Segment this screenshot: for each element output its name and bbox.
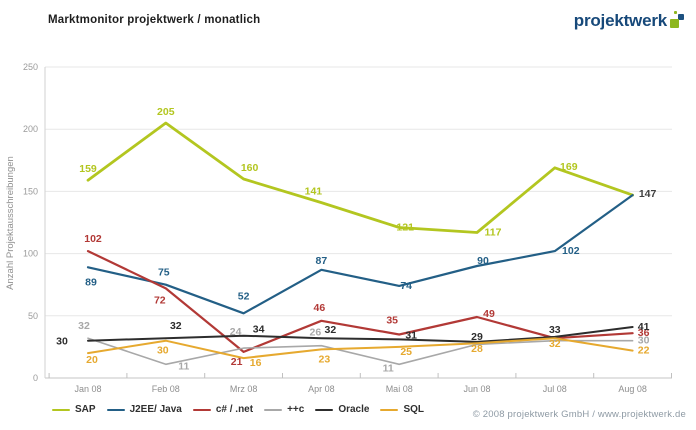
legend-item-j2ee-java: J2EE/ Java bbox=[106, 404, 182, 415]
data-label-oracle: 34 bbox=[253, 324, 265, 336]
data-label-j2ee-java: 102 bbox=[562, 245, 580, 257]
legend-swatch-c bbox=[264, 408, 283, 411]
x-tick-label: Mrz 08 bbox=[230, 384, 258, 394]
data-label-c-net: 72 bbox=[154, 294, 166, 306]
data-label-c: 11 bbox=[383, 362, 394, 374]
data-label-sql: 22 bbox=[638, 345, 650, 357]
data-label-sql: 20 bbox=[86, 354, 98, 366]
legend-item-sql: SQL bbox=[380, 404, 424, 415]
legend-swatch-c-net bbox=[192, 408, 211, 411]
legend-swatch-sql bbox=[380, 408, 399, 411]
y-tick-label: 50 bbox=[28, 311, 38, 321]
legend-label-oracle: Oracle bbox=[338, 404, 370, 415]
data-label-c: 32 bbox=[78, 320, 90, 332]
data-label-c-net: 49 bbox=[483, 308, 495, 320]
legend-item-c: ++c bbox=[264, 404, 304, 415]
data-label-j2ee-java: 89 bbox=[85, 276, 97, 288]
data-label-sap: 205 bbox=[157, 106, 175, 118]
legend-item-sap: SAP bbox=[52, 404, 96, 415]
legend-label-c-net: c# / .net bbox=[215, 404, 254, 415]
data-label-sap: 121 bbox=[396, 221, 414, 233]
data-label-j2ee-java: 75 bbox=[158, 267, 170, 279]
y-tick-label: 0 bbox=[33, 373, 38, 383]
data-label-c-net: 35 bbox=[386, 314, 398, 326]
data-label-c-net: 102 bbox=[84, 233, 102, 245]
series-line-j2ee-java bbox=[86, 194, 634, 315]
data-label-c: 11 bbox=[178, 360, 189, 372]
series-line-c-net bbox=[86, 250, 634, 353]
data-label-sap: 141 bbox=[305, 186, 323, 198]
logo-dot bbox=[674, 11, 677, 14]
data-label-oracle: 29 bbox=[471, 331, 483, 343]
legend-swatch-j2ee-java bbox=[106, 408, 125, 411]
x-tick-label: Aug 08 bbox=[618, 384, 647, 394]
y-tick-label: 100 bbox=[23, 249, 38, 259]
data-label-j2ee-java: 90 bbox=[477, 255, 489, 267]
legend-label-sql: SQL bbox=[403, 404, 425, 415]
x-tick-label: Jan 08 bbox=[74, 384, 101, 394]
x-tick-label: Apr 08 bbox=[308, 384, 335, 394]
data-label-sap: 159 bbox=[79, 163, 97, 175]
y-tick-label: 200 bbox=[23, 124, 38, 134]
data-label-oracle: 30 bbox=[56, 336, 68, 348]
x-tick-label: Mai 08 bbox=[386, 384, 413, 394]
legend-swatch-oracle bbox=[315, 408, 334, 411]
data-label-c-net: 36 bbox=[638, 327, 650, 339]
data-label-c-net: 21 bbox=[231, 356, 243, 368]
logo-green-square bbox=[670, 19, 679, 28]
copyright-text: © 2008 projektwerk GmbH / www.projektwer… bbox=[472, 409, 686, 420]
data-label-oracle: 31 bbox=[405, 329, 417, 341]
logo-text: projektwerk bbox=[573, 11, 667, 30]
y-tick-label: 250 bbox=[23, 62, 38, 72]
projektwerk-logo: projektwerk bbox=[574, 11, 686, 31]
series-line-c bbox=[87, 337, 634, 366]
y-axis-title: Anzahl Projektausschreibungen bbox=[5, 156, 16, 290]
series-line-oracle bbox=[87, 326, 634, 343]
data-label-sap: 160 bbox=[241, 162, 259, 174]
x-tick-label: Jun 08 bbox=[463, 384, 490, 394]
legend-label-j2ee-java: J2EE/ Java bbox=[129, 404, 182, 415]
chart-title: Marktmonitor projektwerk / monatlich bbox=[48, 14, 261, 26]
data-label-c: 26 bbox=[310, 327, 322, 339]
y-tick-label: 150 bbox=[23, 186, 38, 196]
legend-item-c-net: c# / .net bbox=[192, 404, 254, 415]
data-label-j2ee-java: 52 bbox=[238, 290, 250, 302]
data-label-c: 30 bbox=[638, 335, 650, 347]
x-tick-label: Feb 08 bbox=[152, 384, 180, 394]
data-label-sql: 30 bbox=[157, 345, 169, 357]
data-label-sap: 169 bbox=[560, 161, 578, 173]
data-label-c-net: 46 bbox=[314, 302, 326, 314]
chart-legend: SAP J2EE/ Java c# / .net ++c Oracle SQL bbox=[52, 404, 424, 415]
data-label-oracle: 32 bbox=[325, 324, 337, 336]
legend-swatch-sap bbox=[52, 408, 70, 411]
legend-label-sap: SAP bbox=[75, 404, 96, 415]
data-label-oracle: 41 bbox=[638, 321, 650, 333]
data-label-sql: 28 bbox=[471, 343, 483, 355]
logo-squares-icon bbox=[670, 11, 686, 30]
x-tick-label: Jul 08 bbox=[543, 384, 567, 394]
data-label-j2ee-java: 87 bbox=[316, 255, 328, 267]
logo-blue-square bbox=[678, 14, 684, 20]
data-label-sql: 23 bbox=[319, 353, 331, 365]
data-label-oracle: 33 bbox=[549, 324, 561, 336]
data-label-sap: 117 bbox=[485, 226, 502, 238]
data-label-c: 24 bbox=[230, 326, 242, 338]
legend-label-c: ++c bbox=[287, 404, 305, 415]
data-label-sql: 16 bbox=[250, 357, 262, 369]
data-label-sql: 32 bbox=[549, 338, 561, 350]
series-line-sap bbox=[86, 121, 634, 234]
data-label-j2ee-java: 74 bbox=[400, 280, 412, 292]
data-label-sql: 25 bbox=[400, 346, 412, 358]
legend-item-oracle: Oracle bbox=[315, 404, 369, 415]
series-line-sql bbox=[87, 337, 634, 360]
data-label-oracle: 32 bbox=[170, 320, 182, 332]
data-label-j2ee-java: 147 bbox=[639, 188, 657, 200]
